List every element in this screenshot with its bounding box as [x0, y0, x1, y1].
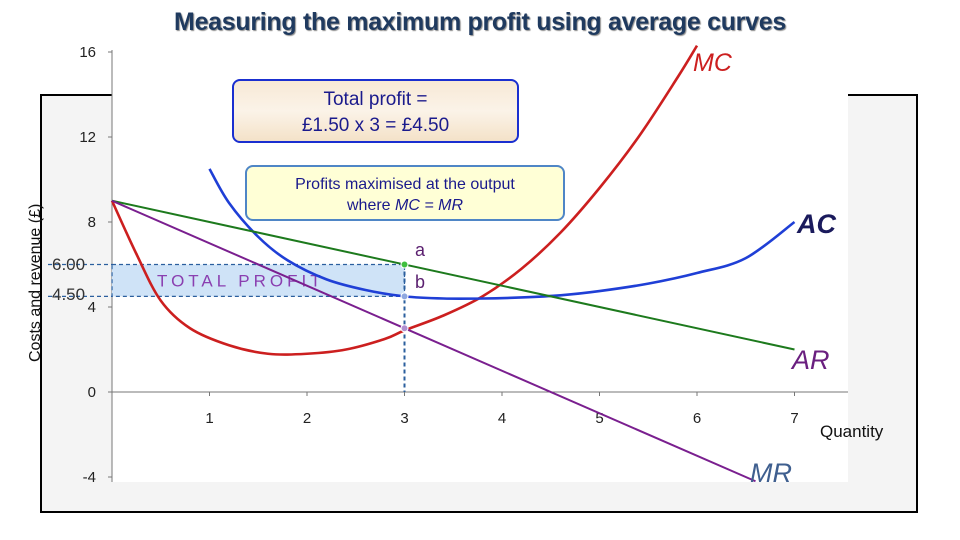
mc-label: MC	[693, 49, 733, 77]
mr-line	[111, 199, 756, 483]
point-mc-mr	[400, 324, 409, 333]
total-profit-line2: £1.50 x 3 = £4.50	[301, 115, 450, 136]
x-axis-title: Quantity	[820, 422, 884, 441]
ar-label: AR	[790, 345, 830, 375]
y-axis-title: Costs and revenue (£)	[27, 204, 44, 362]
total-profit-label: TOTAL PROFIT	[157, 271, 325, 290]
x-tick-label: 2	[303, 410, 311, 427]
y-tick-label: 0	[88, 384, 96, 401]
slide-title: Measuring the maximum profit using avera…	[174, 8, 786, 36]
point-b	[400, 292, 409, 301]
mc-curve	[110, 44, 699, 356]
ar-line	[111, 199, 795, 351]
price-value-label: 6.00	[52, 255, 85, 274]
x-tick-label: 4	[498, 410, 506, 427]
point-a-label: a	[415, 240, 426, 260]
total-profit-line1: Total profit =	[323, 89, 428, 110]
maximised-line1: Profits maximised at the output	[295, 176, 515, 193]
ac-label: AC	[796, 209, 836, 239]
y-tick-label: 8	[88, 214, 96, 231]
total-profit-callout: Total profit = £1.50 x 3 = £4.50	[232, 79, 519, 143]
x-tick-label: 7	[790, 410, 798, 427]
maximised-line2-prefix: where	[346, 197, 396, 214]
y-tick-label: -4	[83, 469, 96, 486]
mr-label: MR	[750, 458, 792, 488]
y-tick-label: 12	[79, 129, 96, 146]
cost-value-label: 4.50	[52, 285, 85, 304]
profit-maximised-callout: Profits maximised at the output where MC…	[245, 165, 565, 221]
ac-curve	[208, 168, 796, 301]
maximised-line2-em: MC = MR	[395, 197, 464, 214]
y-tick-label: 4	[88, 299, 96, 316]
point-b-label: b	[415, 272, 425, 292]
x-tick-label: 3	[400, 410, 408, 427]
x-tick-label: 5	[595, 410, 603, 427]
point-a	[400, 260, 409, 269]
x-tick-label: 6	[693, 410, 701, 427]
x-tick-label: 1	[205, 410, 213, 427]
y-tick-label: 16	[79, 44, 96, 61]
maximised-line2: where MC = MR	[247, 195, 563, 216]
